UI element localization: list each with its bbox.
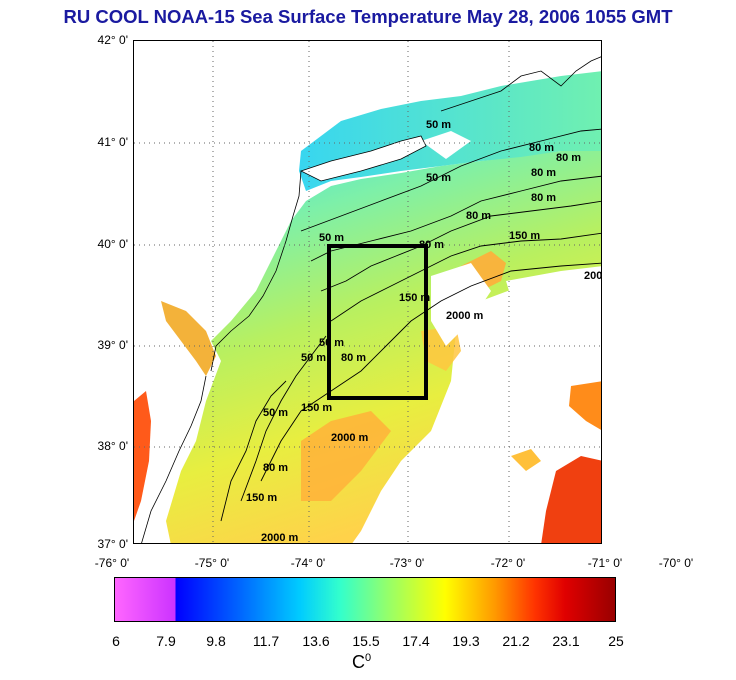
colorbar-tick: 7.9 — [156, 633, 176, 649]
gulf-stream-patch-2 — [541, 456, 601, 543]
contour-label: 80 m — [263, 462, 288, 474]
contour-label: 80 m — [419, 239, 444, 251]
gulf-stream-patch-1 — [569, 381, 601, 430]
colorbar-tick: 15.5 — [352, 633, 380, 649]
lat-tick-38: 38° 0' — [97, 439, 128, 453]
contour-label: 80 m — [556, 152, 581, 164]
contour-label: 50 m — [426, 172, 451, 184]
lat-tick-41: 41° 0' — [97, 135, 128, 149]
lat-tick-42: 42° 0' — [97, 33, 128, 47]
map-title: RU COOL NOAA-15 Sea Surface Temperature … — [63, 6, 673, 27]
cape-cod-coast — [440, 56, 601, 112]
contour-label: 150 m — [301, 402, 332, 414]
contour-label: 50 m — [426, 119, 451, 131]
chesapeake-bay — [134, 391, 151, 521]
lon-tick-75: -75° 0' — [194, 556, 230, 570]
contour-label: 200 — [584, 270, 602, 282]
lon-tick-74: -74° 0' — [290, 556, 326, 570]
contour-label: 50 m — [319, 232, 344, 244]
colorbar-tick: 11.7 — [252, 633, 280, 649]
contour-label: 80 m — [466, 210, 491, 222]
colorbar-tick: 6 — [112, 633, 120, 649]
graticule — [134, 41, 601, 543]
contour-label: 80 m — [531, 167, 556, 179]
contour-label: 80 m — [529, 142, 554, 154]
lon-tick-71: -71° 0' — [587, 556, 623, 570]
colorbar-unit-label: C0 — [352, 652, 371, 673]
contour-label: 150 m — [399, 292, 430, 304]
contour-label: 50 m — [319, 337, 344, 349]
contour-label: 80 m — [531, 192, 556, 204]
contour-label: 2000 m — [446, 310, 484, 322]
lon-tick-70: -70° 0' — [658, 556, 694, 570]
contour-label: 50 m — [301, 352, 326, 364]
lat-tick-40: 40° 0' — [97, 237, 128, 251]
colorbar-tick: 9.8 — [206, 633, 226, 649]
cloud-gap-3 — [421, 131, 471, 159]
lon-tick-73: -73° 0' — [389, 556, 425, 570]
contour-label: 80 m — [341, 352, 366, 364]
sst-map: 50 m 50 m 80 m 80 m 80 m 80 m 150 m 150 … — [133, 40, 602, 544]
lon-tick-76: -76° 0' — [94, 556, 130, 570]
colorbar-tick: 13.6 — [302, 633, 330, 649]
contour-label: 2000 m — [331, 432, 369, 444]
sst-map-svg: 50 m 50 m 80 m 80 m 80 m 80 m 150 m 150 … — [134, 41, 602, 544]
lat-tick-39: 39° 0' — [97, 338, 128, 352]
contour-label: 150 m — [509, 230, 540, 242]
colorbar-tick: 23.1 — [552, 633, 580, 649]
contour-label: 50 m — [263, 407, 288, 419]
study-box — [327, 244, 428, 400]
colorbar-tick: 21.2 — [502, 633, 530, 649]
colorbar-unit-sup: 0 — [365, 652, 372, 664]
lon-tick-72: -72° 0' — [490, 556, 526, 570]
ocean-sst-field — [166, 146, 601, 543]
contour-label: 2000 m — [261, 532, 299, 544]
cloud-gap-2 — [506, 266, 601, 381]
contour-label: 150 m — [246, 492, 277, 504]
colorbar-unit: C — [352, 652, 365, 672]
colorbar-tick: 25 — [608, 633, 624, 649]
delaware-bay — [161, 301, 216, 376]
coastline — [141, 170, 302, 543]
gulf-stream-patch-3 — [511, 449, 541, 471]
colorbar-tick: 19.3 — [452, 633, 480, 649]
colorbar-tick: 17.4 — [402, 633, 430, 649]
temperature-colorbar — [114, 577, 616, 622]
lat-tick-37: 37° 0' — [97, 537, 128, 551]
warm-southern-shelf — [301, 411, 391, 501]
long-island — [299, 135, 427, 182]
